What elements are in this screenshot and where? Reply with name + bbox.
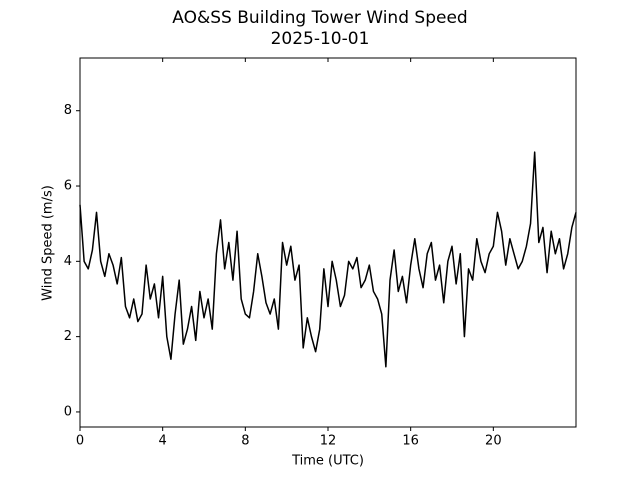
x-tick-label: 4	[159, 434, 167, 449]
x-tick-label: 12	[320, 434, 337, 449]
y-tick-label: 0	[64, 404, 72, 419]
x-tick-label: 8	[241, 434, 249, 449]
x-axis-label: Time (UTC)	[291, 454, 364, 469]
plot-frame	[79, 57, 577, 428]
wind-speed-line	[79, 151, 577, 368]
x-tick-label: 16	[402, 434, 419, 449]
x-tick-label: 0	[76, 434, 84, 449]
y-tick-label: 6	[64, 179, 72, 194]
x-tick-label: 20	[485, 434, 502, 449]
y-tick-label: 4	[64, 254, 72, 269]
y-axis-label: Wind Speed (m/s)	[41, 185, 56, 301]
y-tick-label: 2	[64, 329, 72, 344]
chart-subtitle: 2025-10-01	[271, 29, 370, 49]
y-tick-label: 8	[64, 103, 72, 118]
chart-title: AO&SS Building Tower Wind Speed	[172, 8, 467, 28]
